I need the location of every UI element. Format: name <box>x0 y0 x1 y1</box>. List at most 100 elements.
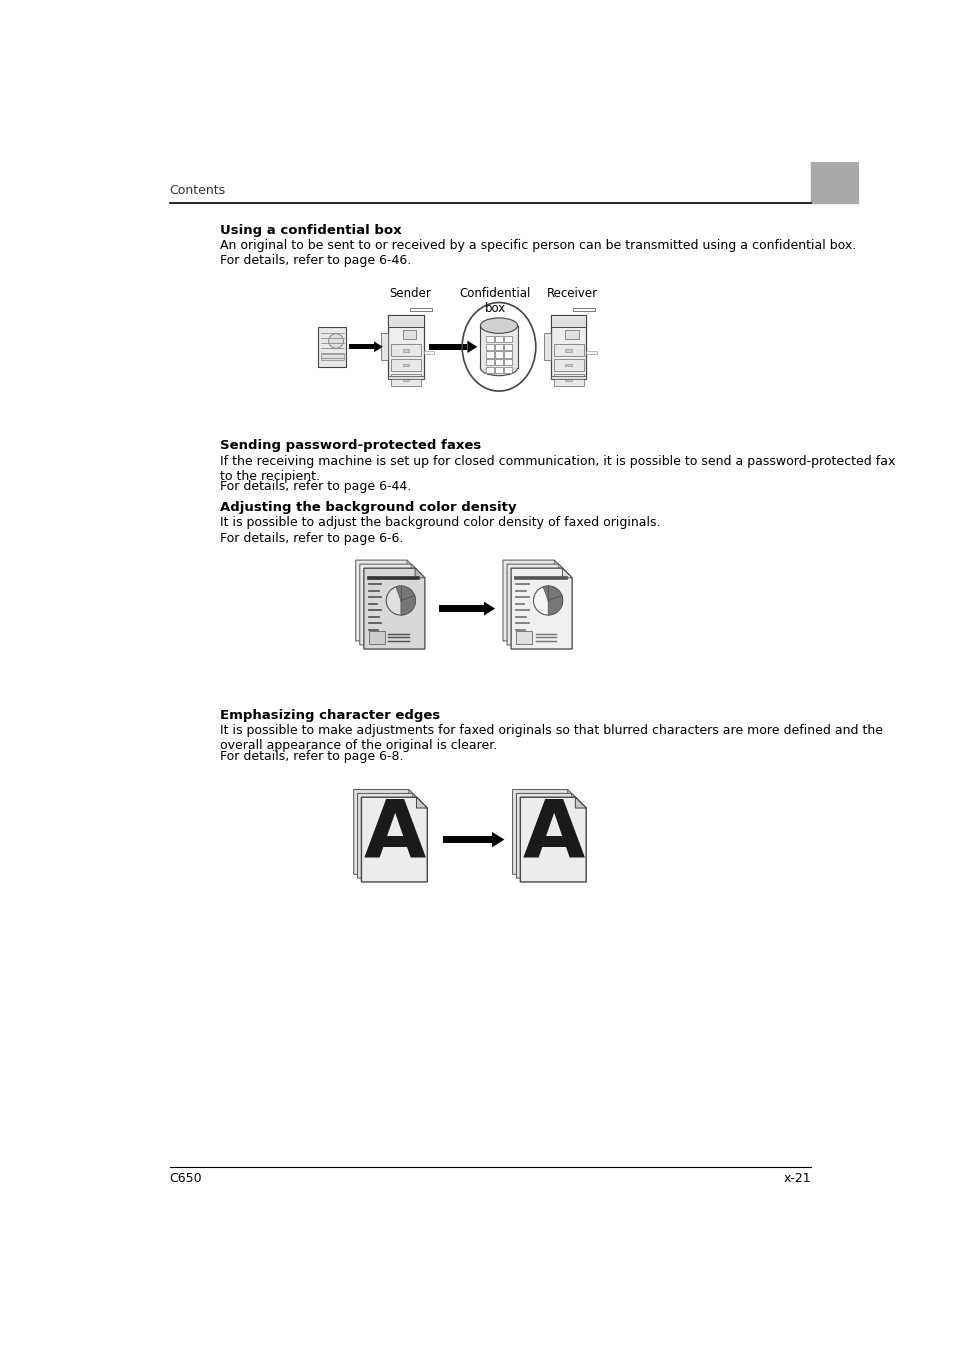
Bar <box>565 363 572 366</box>
Polygon shape <box>575 798 585 809</box>
Bar <box>388 315 423 379</box>
Polygon shape <box>415 568 424 578</box>
Polygon shape <box>411 564 420 574</box>
Bar <box>429 344 467 350</box>
Bar <box>551 375 586 379</box>
Bar <box>410 308 432 312</box>
Bar <box>480 325 517 369</box>
Bar <box>495 344 502 350</box>
Bar <box>439 605 483 612</box>
Bar <box>349 344 374 350</box>
Text: A: A <box>521 796 584 875</box>
Polygon shape <box>483 602 495 616</box>
Polygon shape <box>354 790 419 875</box>
Bar <box>504 344 512 350</box>
Text: C650: C650 <box>170 1172 202 1185</box>
Text: An original to be sent to or received by a specific person can be transmitted us: An original to be sent to or received by… <box>220 239 856 252</box>
Text: For details, refer to page 6-8.: For details, refer to page 6-8. <box>220 749 403 763</box>
Polygon shape <box>408 790 419 801</box>
Polygon shape <box>502 560 563 641</box>
Text: Receiver: Receiver <box>546 286 598 300</box>
Text: Using a confidential box: Using a confidential box <box>220 224 401 236</box>
Polygon shape <box>512 790 578 875</box>
Bar <box>553 359 583 371</box>
Bar <box>495 367 502 373</box>
Bar <box>553 374 583 386</box>
Bar <box>320 354 344 359</box>
Bar <box>391 344 420 356</box>
Circle shape <box>329 333 343 348</box>
Bar <box>543 333 551 360</box>
Wedge shape <box>395 586 416 616</box>
Bar <box>485 351 493 358</box>
Ellipse shape <box>480 319 517 333</box>
Circle shape <box>386 586 416 616</box>
Bar <box>391 374 420 386</box>
Text: Contents: Contents <box>170 184 226 197</box>
Wedge shape <box>542 586 562 616</box>
Bar <box>402 378 409 381</box>
Bar <box>551 315 586 327</box>
Polygon shape <box>516 794 581 878</box>
Text: Adjusting the background color density: Adjusting the background color density <box>220 501 516 514</box>
Bar <box>381 333 388 360</box>
Bar <box>318 327 346 367</box>
Bar <box>495 359 502 366</box>
Polygon shape <box>467 340 476 352</box>
Ellipse shape <box>480 360 517 375</box>
Text: For details, refer to page 6-6.: For details, refer to page 6-6. <box>220 532 403 544</box>
Bar <box>553 344 583 356</box>
Text: It is possible to make adjustments for faxed originals so that blurred character: It is possible to make adjustments for f… <box>220 724 882 752</box>
Bar <box>369 632 385 644</box>
Bar <box>485 367 493 373</box>
Bar <box>551 315 586 379</box>
Polygon shape <box>407 560 416 570</box>
Bar <box>504 359 512 366</box>
Circle shape <box>533 586 562 616</box>
Bar <box>402 329 416 339</box>
Bar <box>443 836 492 844</box>
Polygon shape <box>361 798 427 882</box>
Polygon shape <box>357 794 423 878</box>
Polygon shape <box>506 564 567 645</box>
Polygon shape <box>519 798 585 882</box>
Text: For details, refer to page 6-44.: For details, refer to page 6-44. <box>220 481 411 493</box>
Bar <box>565 348 572 351</box>
Polygon shape <box>412 794 423 805</box>
Bar <box>504 367 512 373</box>
Text: A: A <box>363 796 425 875</box>
Bar <box>495 336 502 342</box>
Text: x-21: x-21 <box>782 1172 810 1185</box>
Bar <box>504 351 512 358</box>
Bar <box>423 351 434 354</box>
Bar <box>504 336 512 342</box>
Bar <box>485 359 493 366</box>
Bar <box>572 308 594 312</box>
Bar <box>485 344 493 350</box>
Polygon shape <box>558 564 567 574</box>
Bar <box>495 351 502 358</box>
Text: Sender: Sender <box>389 286 431 300</box>
Bar <box>402 348 409 351</box>
Polygon shape <box>359 564 420 645</box>
Polygon shape <box>567 790 578 801</box>
Bar <box>565 329 578 339</box>
Polygon shape <box>355 560 416 641</box>
Text: If the receiving machine is set up for closed communication, it is possible to s: If the receiving machine is set up for c… <box>220 455 895 482</box>
Polygon shape <box>561 568 572 578</box>
Text: For details, refer to page 6-46.: For details, refer to page 6-46. <box>220 254 411 267</box>
Bar <box>388 315 423 327</box>
Text: Sending password-protected faxes: Sending password-protected faxes <box>220 439 480 452</box>
Polygon shape <box>511 568 572 649</box>
Bar <box>810 162 858 202</box>
Text: It is possible to adjust the background color density of faxed originals.: It is possible to adjust the background … <box>220 516 659 529</box>
Polygon shape <box>374 342 382 352</box>
Bar <box>516 632 532 644</box>
Bar <box>388 375 423 379</box>
Polygon shape <box>416 798 427 809</box>
Bar <box>565 378 572 381</box>
Polygon shape <box>363 568 424 649</box>
Polygon shape <box>571 794 581 805</box>
Bar <box>391 359 420 371</box>
Text: Confidential
box: Confidential box <box>459 286 530 315</box>
